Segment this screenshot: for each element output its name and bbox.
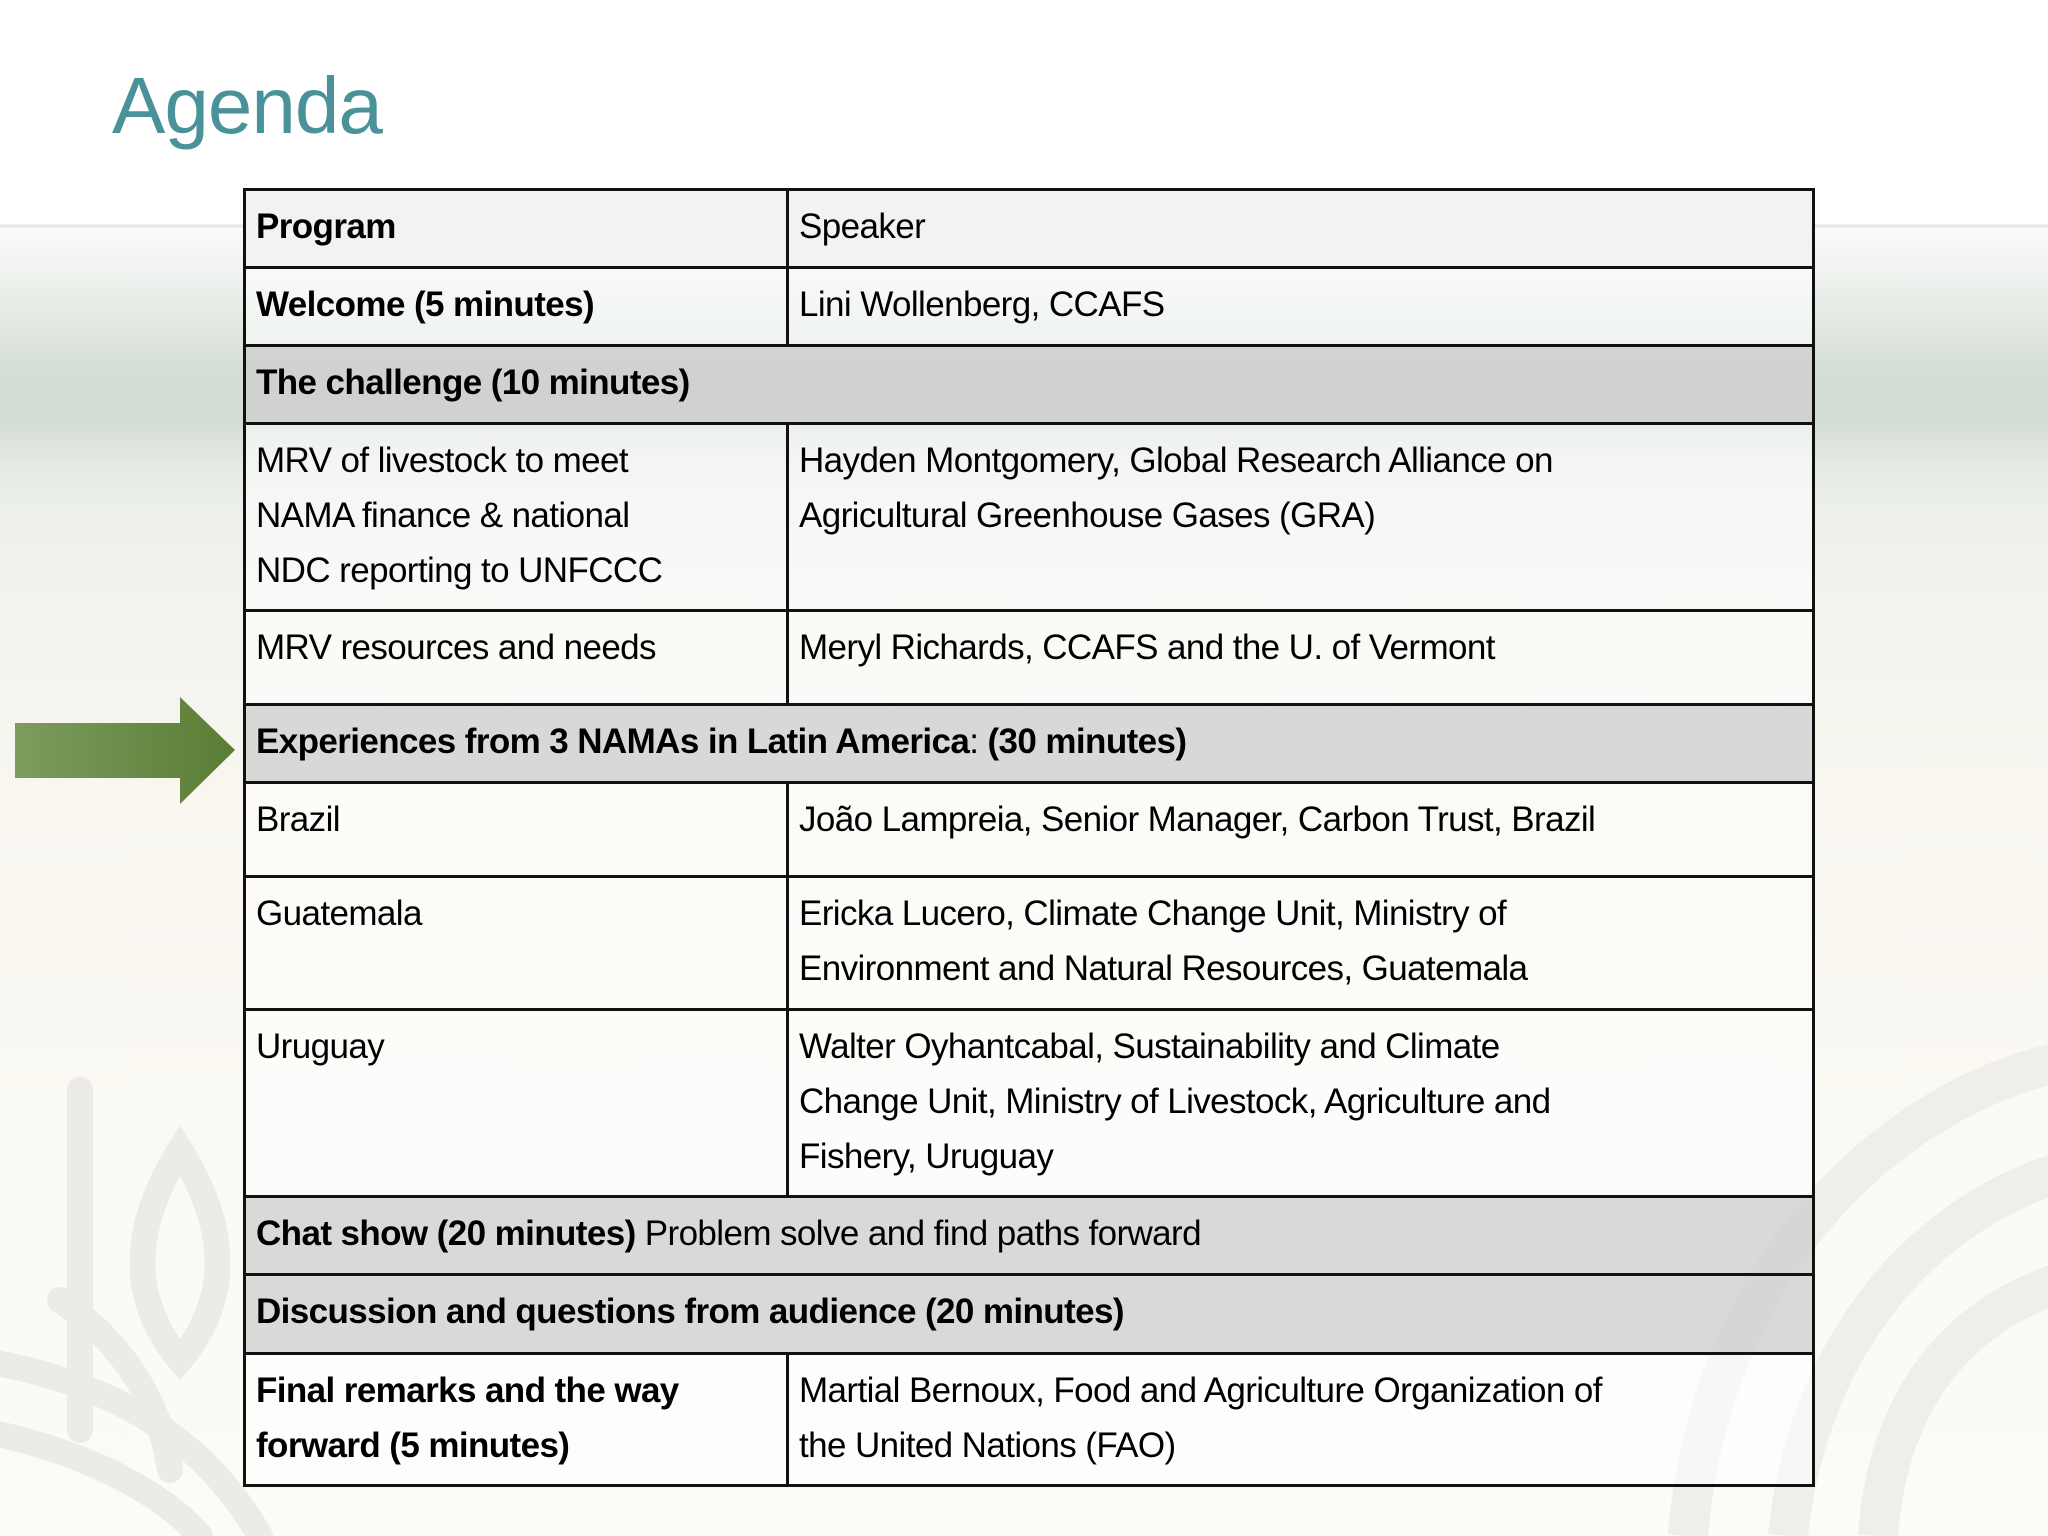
program-text: Brazil [256,800,341,839]
program-cell: Welcome (5 minutes) [243,266,789,347]
slide-title: Agenda [112,61,383,150]
section-duration: (30 minutes) [978,722,1187,761]
section-cell: Chat show (20 minutes) Problem solve and… [243,1195,1815,1276]
speaker-text: Change Unit, Ministry of Livestock, Agri… [799,1082,1551,1121]
table-row: MRV of livestock to meet NAMA finance & … [243,422,1815,612]
section-cell: Discussion and questions from audience (… [243,1273,1815,1355]
program-cell: Guatemala [243,875,789,1011]
speaker-text: Hayden Montgomery, Global Research Allia… [799,441,1553,480]
speaker-text: Meryl Richards, CCAFS and the U. of Verm… [799,628,1495,667]
program-text: Welcome (5 minutes) [256,285,595,324]
program-cell: MRV of livestock to meet NAMA finance & … [243,422,789,612]
table-row: MRV resources and needs Meryl Richards, … [243,609,1815,706]
speaker-text: the United Nations (FAO) [799,1426,1176,1465]
speaker-cell: Hayden Montgomery, Global Research Allia… [786,422,1815,612]
speaker-cell: Lini Wollenberg, CCAFS [786,266,1815,347]
arrow-right-icon [15,697,235,804]
section-row-highlighted: Experiences from 3 NAMAs in Latin Americ… [243,703,1815,784]
speaker-cell: Walter Oyhantcabal, Sustainability and C… [786,1008,1815,1198]
section-title: Experiences from 3 NAMAs in Latin Americ… [256,722,970,761]
program-text: MRV of livestock to meet [256,441,629,480]
speaker-text: Martial Bernoux, Food and Agriculture Or… [799,1371,1602,1410]
table-row: Guatemala Ericka Lucero, Climate Change … [243,875,1815,1011]
section-title: Chat show (20 minutes) [256,1214,636,1253]
table-row: Final remarks and the way forward (5 min… [243,1352,1815,1487]
section-title: Discussion and questions from audience (… [256,1292,1125,1331]
speaker-text: João Lampreia, Senior Manager, Carbon Tr… [799,800,1596,839]
table-row: Uruguay Walter Oyhantcabal, Sustainabili… [243,1008,1815,1198]
program-text: NAMA finance & national [256,496,630,535]
program-text: Final remarks and the way [256,1371,679,1410]
header-program: Program [243,188,789,269]
program-cell: MRV resources and needs [243,609,789,706]
table-header-row: Program Speaker [243,188,1815,269]
speaker-text: Agricultural Greenhouse Gases (GRA) [799,496,1376,535]
section-separator: : [969,722,979,761]
speaker-cell: João Lampreia, Senior Manager, Carbon Tr… [786,781,1815,878]
section-title: The challenge (10 minutes) [256,363,690,402]
speaker-cell: Meryl Richards, CCAFS and the U. of Verm… [786,609,1815,706]
section-cell: Experiences from 3 NAMAs in Latin Americ… [243,703,1815,784]
program-cell: Uruguay [243,1008,789,1198]
speaker-text: Walter Oyhantcabal, Sustainability and C… [799,1027,1500,1066]
program-cell: Brazil [243,781,789,878]
program-text: Guatemala [256,894,422,933]
program-text: forward (5 minutes) [256,1426,570,1465]
agenda-table: Program Speaker Welcome (5 minutes) Lini… [243,188,1815,1487]
program-text: Uruguay [256,1027,385,1066]
speaker-text: Lini Wollenberg, CCAFS [799,285,1165,324]
section-row: Discussion and questions from audience (… [243,1273,1815,1355]
section-row: The challenge (10 minutes) [243,344,1815,425]
program-text: MRV resources and needs [256,628,657,667]
section-cell: The challenge (10 minutes) [243,344,1815,425]
speaker-text: Fishery, Uruguay [799,1137,1054,1176]
section-row: Chat show (20 minutes) Problem solve and… [243,1195,1815,1276]
speaker-text: Ericka Lucero, Climate Change Unit, Mini… [799,894,1507,933]
table-row: Welcome (5 minutes) Lini Wollenberg, CCA… [243,266,1815,347]
header-speaker: Speaker [786,188,1815,269]
program-cell: Final remarks and the way forward (5 min… [243,1352,789,1487]
table-row: Brazil João Lampreia, Senior Manager, Ca… [243,781,1815,878]
speaker-cell: Ericka Lucero, Climate Change Unit, Mini… [786,875,1815,1011]
program-text: NDC reporting to UNFCCC [256,551,663,590]
section-description: Problem solve and find paths forward [635,1214,1202,1253]
speaker-text: Environment and Natural Resources, Guate… [799,949,1528,988]
speaker-cell: Martial Bernoux, Food and Agriculture Or… [786,1352,1815,1487]
